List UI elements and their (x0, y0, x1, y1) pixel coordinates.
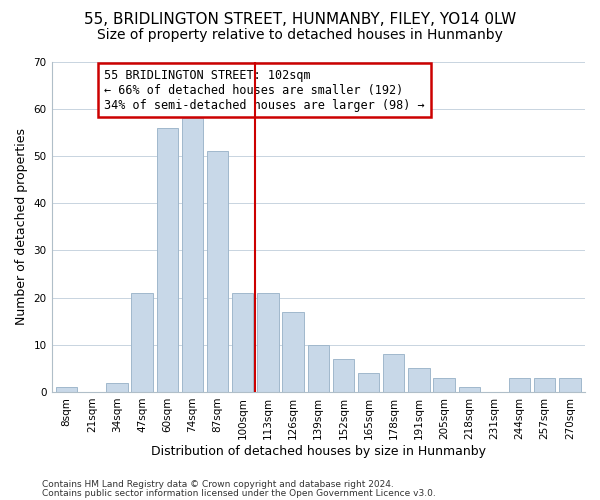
Bar (232, 293, 253, 392)
Bar (383, 354, 404, 392)
Bar (157, 128, 178, 392)
Bar (358, 373, 379, 392)
Text: 55 BRIDLINGTON STREET: 102sqm
← 66% of detached houses are smaller (192)
34% of : 55 BRIDLINGTON STREET: 102sqm ← 66% of d… (104, 68, 425, 112)
Text: Contains HM Land Registry data © Crown copyright and database right 2024.: Contains HM Land Registry data © Crown c… (42, 480, 394, 489)
Bar (408, 368, 430, 392)
Bar (333, 359, 354, 392)
Bar (559, 378, 581, 392)
Bar (106, 382, 128, 392)
Text: Contains public sector information licensed under the Open Government Licence v3: Contains public sector information licen… (42, 488, 436, 498)
Y-axis label: Number of detached properties: Number of detached properties (15, 128, 28, 325)
Bar (458, 387, 480, 392)
Text: 55, BRIDLINGTON STREET, HUNMANBY, FILEY, YO14 0LW: 55, BRIDLINGTON STREET, HUNMANBY, FILEY,… (84, 12, 516, 28)
Bar (257, 293, 278, 392)
Text: Size of property relative to detached houses in Hunmanby: Size of property relative to detached ho… (97, 28, 503, 42)
Bar (182, 118, 203, 392)
Bar (433, 378, 455, 392)
Bar (308, 345, 329, 392)
Bar (131, 293, 153, 392)
Bar (283, 312, 304, 392)
Bar (534, 378, 556, 392)
Bar (207, 151, 229, 392)
Bar (56, 387, 77, 392)
X-axis label: Distribution of detached houses by size in Hunmanby: Distribution of detached houses by size … (151, 444, 486, 458)
Bar (509, 378, 530, 392)
